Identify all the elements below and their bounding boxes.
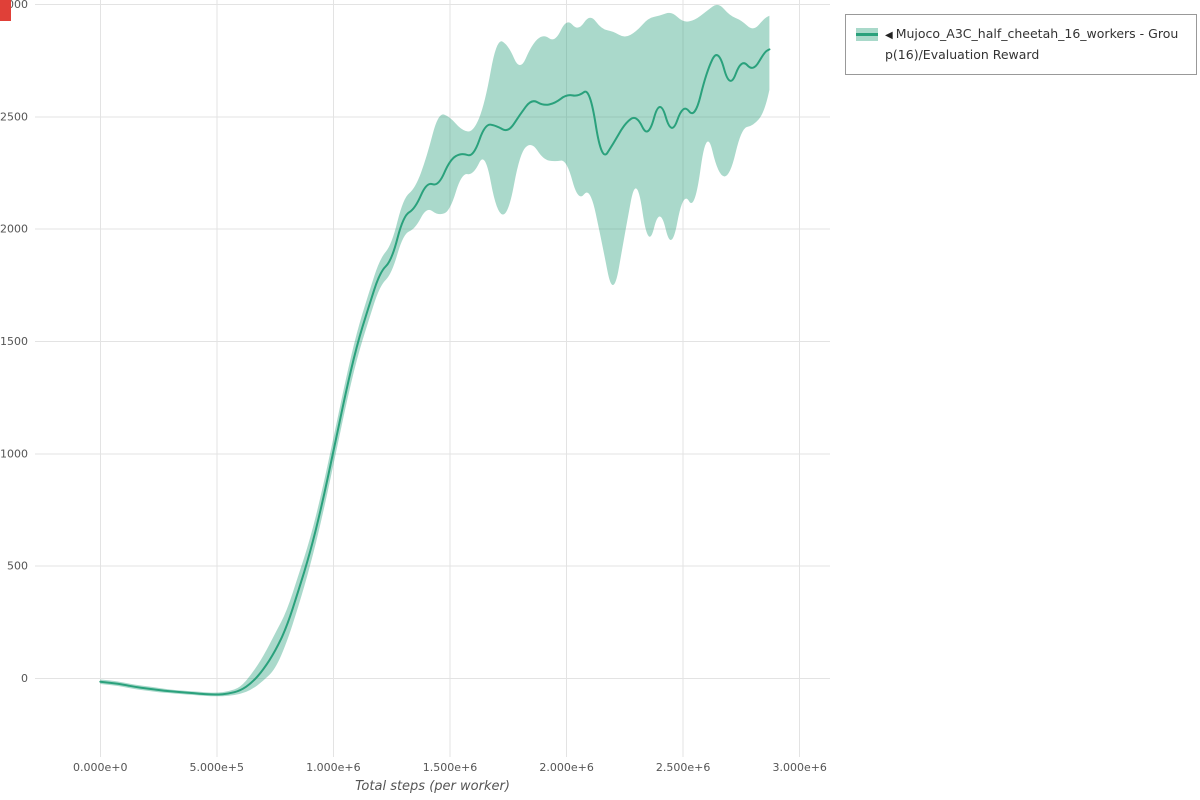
- legend-swatch-line: [856, 33, 878, 36]
- legend-item[interactable]: ◀ Mujoco_A3C_half_cheetah_16_workers - Gr…: [856, 24, 1186, 65]
- reward-chart: 0 500 1000 1500 2000 2500 3000 0.000e+0 5.000e+5…: [0, 0, 830, 794]
- legend-label-wrap: ◀ Mujoco_A3C_half_cheetah_16_workers - Gr…: [885, 24, 1186, 65]
- collapse-arrow-icon[interactable]: ◀: [885, 30, 893, 41]
- y-tick-label: 0: [21, 672, 28, 685]
- y-tick-label: 1500: [0, 335, 28, 348]
- x-tick-label: 3.000e+6: [772, 761, 826, 774]
- x-axis-title: Total steps (per worker): [355, 779, 510, 794]
- y-tick-label: 2000: [0, 223, 28, 236]
- y-tick-label: 1000: [0, 447, 28, 460]
- mean-line: [99, 48, 771, 696]
- red-corner-marker: [0, 0, 11, 21]
- x-tick-label: 2.500e+6: [656, 761, 710, 774]
- x-tick-label: 0.000e+0: [73, 761, 127, 774]
- x-tick-label: 2.000e+6: [539, 761, 593, 774]
- legend-swatch-band: [856, 28, 878, 41]
- y-tick-label: 3000: [0, 0, 28, 11]
- y-tick-label: 2500: [0, 110, 28, 123]
- legend-box: ◀ Mujoco_A3C_half_cheetah_16_workers - Gr…: [845, 14, 1197, 76]
- y-tick-label: 500: [7, 560, 28, 573]
- x-tick-label: 1.500e+6: [423, 761, 477, 774]
- x-tick-label: 5.000e+5: [190, 761, 244, 774]
- x-tick-label: 1.000e+6: [306, 761, 360, 774]
- confidence-band: [100, 4, 770, 697]
- legend-label: Mujoco_A3C_half_cheetah_16_workers - Gro…: [885, 26, 1179, 62]
